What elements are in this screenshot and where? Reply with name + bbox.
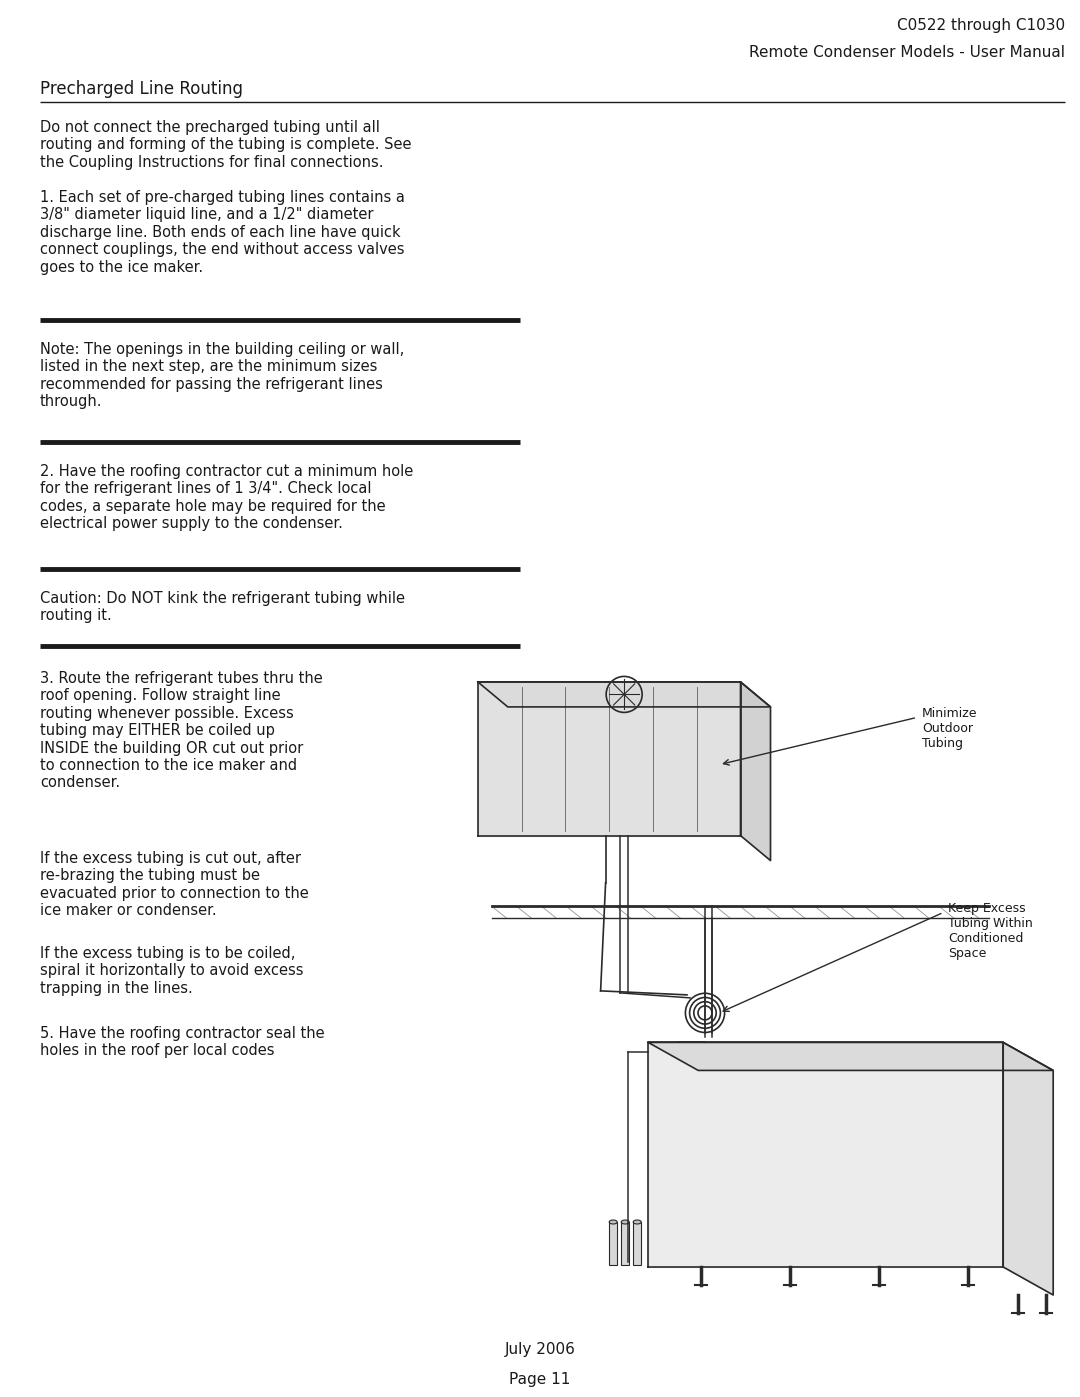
Text: July 2006: July 2006 (504, 1343, 576, 1356)
Bar (609, 1222, 617, 1266)
Text: Keep Excess
Tubing Within
Conditioned
Space: Keep Excess Tubing Within Conditioned Sp… (948, 902, 1034, 960)
Text: Note: The openings in the building ceiling or wall,
listed in the next step, are: Note: The openings in the building ceili… (40, 342, 404, 409)
Ellipse shape (621, 1220, 630, 1224)
Text: Remote Condenser Models - User Manual: Remote Condenser Models - User Manual (750, 45, 1065, 60)
Ellipse shape (609, 1220, 617, 1224)
Text: If the excess tubing is cut out, after
re-brazing the tubing must be
evacuated p: If the excess tubing is cut out, after r… (40, 851, 309, 918)
Text: Do not connect the precharged tubing until all
routing and forming of the tubing: Do not connect the precharged tubing unt… (40, 120, 411, 170)
Bar (633, 1222, 642, 1266)
Text: Minimize
Outdoor
Tubing: Minimize Outdoor Tubing (922, 707, 977, 750)
Text: 2. Have the roofing contractor cut a minimum hole
for the refrigerant lines of 1: 2. Have the roofing contractor cut a min… (40, 464, 414, 531)
Text: Caution: Do NOT kink the refrigerant tubing while
routing it.: Caution: Do NOT kink the refrigerant tub… (40, 591, 405, 623)
Text: 5. Have the roofing contractor seal the
holes in the roof per local codes: 5. Have the roofing contractor seal the … (40, 1025, 325, 1059)
Text: 1. Each set of pre-charged tubing lines contains a
3/8" diameter liquid line, an: 1. Each set of pre-charged tubing lines … (40, 190, 405, 275)
Text: Precharged Line Routing: Precharged Line Routing (40, 80, 243, 98)
Polygon shape (1003, 1042, 1053, 1295)
Text: C0522 through C1030: C0522 through C1030 (896, 18, 1065, 34)
Text: 3. Route the refrigerant tubes thru the
roof opening. Follow straight line
routi: 3. Route the refrigerant tubes thru the … (40, 671, 323, 791)
Polygon shape (648, 1042, 1053, 1070)
Text: If the excess tubing is to be coiled,
spiral it horizontally to avoid excess
tra: If the excess tubing is to be coiled, sp… (40, 946, 303, 996)
Ellipse shape (633, 1220, 642, 1224)
Bar (621, 1222, 630, 1266)
Polygon shape (477, 682, 770, 707)
Text: Page 11: Page 11 (510, 1372, 570, 1387)
Polygon shape (741, 682, 770, 861)
Polygon shape (648, 1042, 1003, 1267)
Polygon shape (477, 682, 741, 835)
